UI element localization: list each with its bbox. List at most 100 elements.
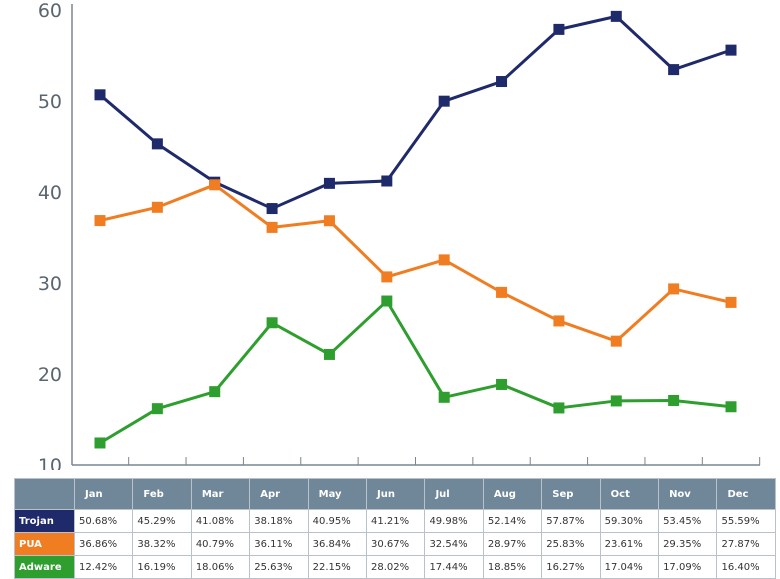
table-cell: 25.83% [541, 532, 601, 556]
table-header-cell: Mar [190, 478, 251, 510]
data-point-adware [725, 401, 737, 413]
data-point-pua [94, 215, 106, 227]
series-line-adware [99, 299, 732, 445]
table-cell: 50.68% [73, 509, 134, 533]
table-cell: 22.15% [307, 555, 368, 579]
table-cell: 36.86% [73, 532, 134, 556]
line-chart: 10 20 30 40 50 60 [38, 0, 761, 470]
data-point-pua [725, 296, 737, 308]
data-point-adware [496, 378, 508, 390]
data-point-trojan [553, 23, 565, 35]
data-point-pua [668, 283, 680, 295]
table-row: Adware 12.42% 16.19% 18.06% 25.63% 22.15% 28.0… [14, 555, 776, 579]
table-cell: 38.32% [132, 532, 192, 556]
data-point-adware [438, 391, 450, 403]
data-point-trojan [610, 10, 622, 22]
table-header-cell: Sep [541, 478, 601, 510]
table-cell: 36.11% [249, 532, 309, 556]
data-point-pua [381, 271, 393, 283]
y-tick-label: 10 [38, 455, 62, 470]
table-cell: 53.45% [658, 509, 718, 533]
data-point-adware [266, 317, 278, 329]
table-header-cell: Feb [132, 478, 192, 510]
table-cell: 40.79% [190, 532, 251, 556]
data-point-trojan [725, 44, 737, 56]
data-point-trojan [94, 89, 106, 101]
table-row: PUA 36.86% 38.32% 40.79% 36.11% 36.84% 30.67% 3… [14, 532, 776, 556]
table-cell: 12.42% [73, 555, 134, 579]
data-point-trojan [668, 64, 680, 76]
table-cell: 18.06% [190, 555, 251, 579]
table-cell: 38.18% [249, 509, 309, 533]
table-header-cell: Nov [658, 478, 718, 510]
table-row-label: PUA [14, 532, 75, 556]
data-point-adware [323, 348, 335, 360]
table-cell: 55.59% [716, 509, 776, 533]
data-point-adware [553, 402, 565, 414]
table-cell: 18.85% [482, 555, 543, 579]
data-point-pua [266, 221, 278, 233]
data-point-pua [496, 286, 508, 298]
table-cell: 16.19% [132, 555, 192, 579]
table-header-cell: Jun [366, 478, 426, 510]
table-cell: 52.14% [482, 509, 543, 533]
series-line-trojan [99, 14, 732, 211]
data-point-adware [151, 403, 163, 415]
table-header-cell: Oct [599, 478, 660, 510]
table-header-cell: May [307, 478, 368, 510]
data-point-trojan [323, 177, 335, 189]
data-point-pua [209, 179, 221, 191]
data-point-adware [610, 395, 622, 407]
table-cell: 17.04% [599, 555, 660, 579]
y-tick-label: 30 [38, 273, 62, 295]
table-cell: 23.61% [599, 532, 660, 556]
y-tick-label: 50 [38, 91, 62, 113]
table-cell: 59.30% [599, 509, 660, 533]
data-point-pua [438, 254, 450, 266]
table-cell: 36.84% [307, 532, 368, 556]
data-point-pua [610, 335, 622, 347]
table-corner-cell [14, 478, 75, 510]
table-cell: 29.35% [658, 532, 718, 556]
table-cell: 16.27% [541, 555, 601, 579]
data-point-pua [323, 215, 335, 227]
y-tick-label: 40 [38, 182, 62, 204]
table-cell: 17.09% [658, 555, 718, 579]
table-cell: 17.44% [424, 555, 484, 579]
data-point-adware [668, 394, 680, 406]
table-row-label: Adware [14, 555, 75, 579]
table-row-label: Trojan [14, 509, 75, 533]
table-header-cell: Dec [716, 478, 776, 510]
table-header-cell: Apr [249, 478, 309, 510]
table-cell: 16.40% [716, 555, 776, 579]
data-point-trojan [381, 175, 393, 187]
table-row: Trojan 50.68% 45.29% 41.08% 38.18% 40.95% 41.2… [14, 509, 776, 533]
table-cell: 49.98% [424, 509, 484, 533]
data-point-trojan [496, 76, 508, 88]
y-tick-label: 60 [38, 0, 62, 22]
table-cell: 45.29% [132, 509, 192, 533]
data-table: Jan Feb Mar Apr May Jun Jul Aug Sep Oct Nov Dec Tro… [14, 478, 776, 579]
data-point-trojan [266, 203, 278, 215]
table-cell: 28.02% [366, 555, 426, 579]
data-point-trojan [151, 138, 163, 150]
table-header-cell: Aug [482, 478, 543, 510]
y-tick-label: 20 [38, 364, 62, 386]
table-cell: 30.67% [366, 532, 426, 556]
data-point-pua [151, 201, 163, 213]
table-cell: 40.95% [307, 509, 368, 533]
data-point-adware [381, 295, 393, 307]
table-header-cell: Jul [424, 478, 484, 510]
table-cell: 57.87% [541, 509, 601, 533]
table-cell: 32.54% [424, 532, 484, 556]
table-header-row: Jan Feb Mar Apr May Jun Jul Aug Sep Oct Nov Dec [14, 478, 776, 510]
table-header-cell: Jan [73, 478, 134, 510]
table-cell: 41.08% [190, 509, 251, 533]
data-point-trojan [438, 95, 450, 107]
table-cell: 28.97% [482, 532, 543, 556]
table-cell: 27.87% [716, 532, 776, 556]
series-line-pua [99, 183, 732, 343]
table-cell: 41.21% [366, 509, 426, 533]
data-point-pua [553, 315, 565, 327]
data-point-adware [94, 437, 106, 449]
